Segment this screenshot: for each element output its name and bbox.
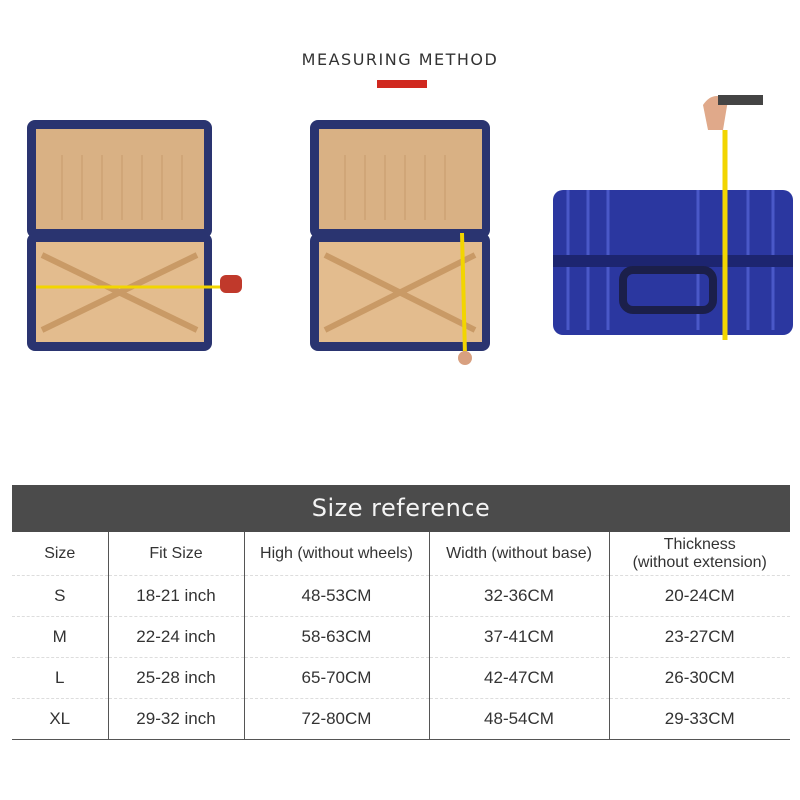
cell-fit-size: 18-21 inch [107, 575, 244, 617]
column-header-thickness: Thickness (without extension) [608, 532, 790, 576]
cell-high: 72-80CM [243, 698, 429, 740]
cell-high: 58-63CM [243, 616, 429, 658]
cell-high: 48-53CM [243, 575, 429, 617]
measuring-method-title: MEASURING METHOD [301, 50, 499, 69]
table-row: XL 29-32 inch 72-80CM 48-54CM 29-33CM [12, 698, 790, 740]
title-accent-bar [377, 80, 427, 88]
cell-thickness: 23-27CM [608, 616, 790, 658]
cell-high: 65-70CM [243, 657, 429, 699]
size-reference-table: Size reference Size Fit Size High (witho… [12, 485, 790, 740]
thickness-label: Thickness [663, 535, 736, 553]
table-header-row: Size Fit Size High (without wheels) Widt… [12, 532, 790, 576]
cell-width: 32-36CM [428, 575, 609, 617]
column-header-size: Size [44, 544, 76, 562]
cell-width: 37-41CM [428, 616, 609, 658]
cell-size: S [12, 575, 108, 617]
cell-fit-size: 22-24 inch [107, 616, 244, 658]
cell-width: 42-47CM [428, 657, 609, 699]
cell-thickness: 20-24CM [608, 575, 790, 617]
size-reference-title: Size reference [12, 485, 790, 532]
column-header-high: High (without wheels) [243, 532, 429, 576]
column-header-fit-size: Fit Size [107, 532, 244, 576]
suitcase-open-height-photo [310, 120, 490, 365]
table-row: M 22-24 inch 58-63CM 37-41CM 23-27CM [12, 616, 790, 658]
cell-fit-size: 29-32 inch [107, 698, 244, 740]
column-header-width: Width (without base) [428, 532, 609, 576]
table-row: S 18-21 inch 48-53CM 32-36CM 20-24CM [12, 575, 790, 617]
cell-size: XL [12, 698, 108, 740]
cell-size: M [12, 616, 108, 658]
suitcase-open-width-photo [27, 120, 242, 351]
thickness-note: (without extension) [632, 553, 767, 571]
cell-fit-size: 25-28 inch [107, 657, 244, 699]
cell-width: 48-54CM [428, 698, 609, 740]
cell-size: L [12, 657, 108, 699]
cell-thickness: 26-30CM [608, 657, 790, 699]
table-row: L 25-28 inch 65-70CM 42-47CM 26-30CM [12, 657, 790, 699]
cell-thickness: 29-33CM [608, 698, 790, 740]
suitcase-closed-thickness-photo [553, 95, 793, 340]
